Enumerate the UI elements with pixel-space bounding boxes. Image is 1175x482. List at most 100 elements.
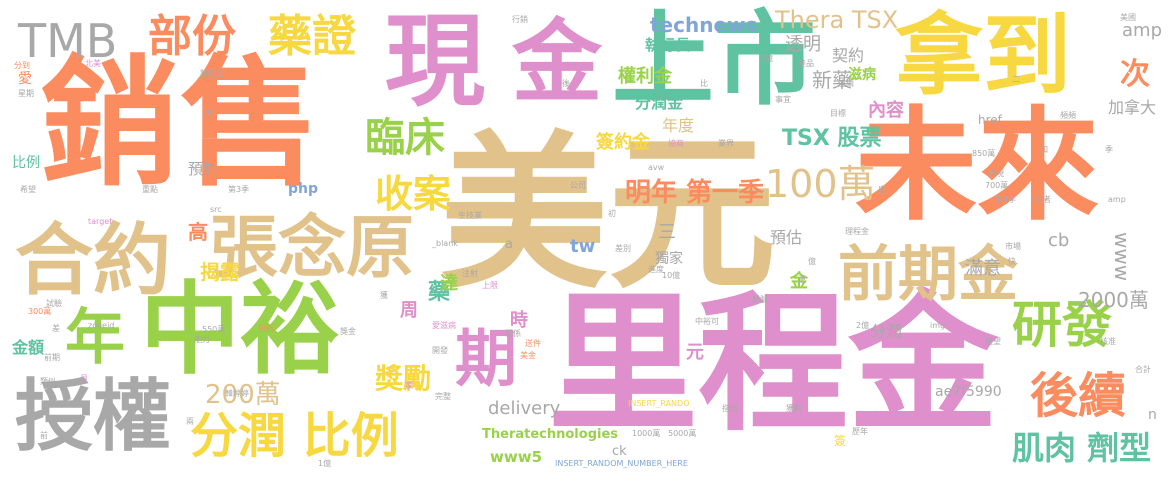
cloud-word: 重點 [142, 185, 158, 194]
cloud-word: 比例 [12, 155, 40, 171]
cloud-word: 家 [405, 381, 413, 390]
cloud-word: 獎勵金 [200, 69, 224, 78]
cloud-word: 事宜 [775, 95, 791, 104]
cloud-word: 包括 [258, 324, 274, 333]
cloud-word: 差別 [615, 244, 631, 253]
cloud-word: 700萬 [985, 181, 1009, 190]
cloud-word: 送件 [525, 339, 541, 348]
cloud-word: 分潤 比例 [190, 408, 399, 464]
cloud-word: zoneid [88, 321, 115, 330]
cloud-word: 連續 [838, 79, 854, 88]
cloud-word: 注射 [462, 269, 478, 278]
cloud-word: 公司 [570, 181, 586, 190]
cloud-word: 5000萬 [668, 429, 697, 438]
cloud-word: 新藥 [812, 68, 852, 92]
cloud-word: 獎金 [340, 327, 356, 336]
cloud-word: 獲 [380, 291, 388, 300]
cloud-word: target [88, 217, 113, 226]
cloud-word: 業界 [718, 139, 734, 148]
cloud-word: 加拿大 [1108, 98, 1157, 117]
cloud-word: 能力 [194, 335, 210, 344]
cloud-word: 周 [400, 300, 418, 321]
cloud-word: 簽 [834, 434, 847, 448]
cloud-word: 表現 [988, 169, 1004, 178]
cloud-word: avw [648, 163, 665, 172]
cloud-word: 上市 [612, 1, 816, 120]
cloud-word: 未來 [855, 95, 1099, 237]
cloud-word: 美元 [440, 116, 776, 312]
cloud-word: tw [570, 236, 596, 257]
cloud-word: 部份 [148, 11, 236, 62]
cloud-word: 滿意 [965, 258, 1001, 279]
cloud-word: 預計 [188, 160, 219, 178]
cloud-word: amp [1122, 20, 1162, 41]
cloud-word: _blank [432, 239, 458, 248]
cloud-word: 收案 [375, 172, 452, 216]
cloud-word: 元 [686, 342, 704, 363]
cloud-word: 後 [562, 79, 570, 88]
cloud-word: a [505, 237, 513, 252]
cloud-word: 4000萬 [1008, 121, 1037, 130]
cloud-word: 獎勵 [375, 362, 432, 395]
cloud-word: 指出 [722, 404, 738, 413]
cloud-word: 獲利 [786, 404, 802, 413]
cloud-word: 850萬 [972, 149, 996, 158]
cloud-word: 授權 [15, 372, 172, 462]
cloud-word: Thera TSX [775, 6, 899, 34]
cloud-word: 中裕 [140, 271, 340, 388]
cloud-word: TMB [18, 14, 118, 68]
cloud-word: 內容 [868, 100, 904, 121]
cloud-word: 中裕可 [695, 317, 719, 326]
cloud-word: Theratechnologies [482, 427, 619, 442]
cloud-word: 預估 [770, 228, 803, 247]
cloud-word: 協商 [668, 139, 684, 148]
cloud-word: 億 [808, 257, 816, 266]
cloud-word: INSERT_RANDO [628, 399, 690, 408]
cloud-word: 愛 [18, 71, 32, 87]
cloud-word: 2億 [856, 321, 870, 330]
cloud-word: 試驗 [46, 299, 62, 308]
cloud-word: 季 [1105, 145, 1113, 154]
cloud-word: 加 [1040, 145, 1048, 154]
cloud-word: 金額 [12, 338, 45, 357]
cloud-word: 第4季 [995, 195, 1017, 204]
cloud-word: 分潤金 [635, 93, 684, 112]
cloud-word: 張念原 [210, 209, 415, 288]
cloud-word: 1億 [318, 459, 332, 468]
cloud-word: 5億 [760, 54, 774, 63]
cloud-word: 研發 [1012, 296, 1112, 354]
cloud-word: 10億 [662, 271, 681, 280]
cloud-word: 理程金 [845, 227, 869, 236]
cloud-word: 頻頻 [1060, 111, 1076, 120]
cloud-word: 關係 [505, 329, 521, 338]
cloud-word: 上限 [482, 281, 498, 290]
cloud-word: 執行長 [645, 36, 691, 54]
cloud-word: 後續 [1030, 368, 1127, 424]
cloud-word: 分潤 [870, 322, 903, 341]
cloud-word: 分到 [14, 61, 30, 70]
cloud-word: 權利金 [618, 66, 672, 87]
cloud-word: 生技業 [458, 211, 482, 220]
cloud-word: 前期 [44, 353, 60, 362]
cloud-word: ck [612, 444, 627, 459]
cloud-word: 初 [608, 209, 616, 218]
cloud-word: 開發 [432, 346, 448, 355]
cloud-word: 外 [205, 109, 213, 118]
cloud-word: 韓婷婷 [225, 389, 249, 398]
cloud-word: 300萬 [28, 307, 52, 316]
cloud-word: 前 [40, 431, 48, 440]
cloud-word: 金 [790, 271, 808, 292]
cloud-word: amp [1108, 195, 1126, 204]
cloud-word: 達 [440, 273, 458, 294]
cloud-word: img [930, 321, 946, 330]
cloud-word: 更 [798, 275, 806, 284]
cloud-word: 月 [80, 374, 88, 383]
cloud-word: 靜脈 [752, 295, 768, 304]
cloud-word: TSX 股票 [782, 126, 882, 151]
cloud-word: www [1110, 232, 1134, 282]
cloud-word: 三 [658, 222, 676, 243]
cloud-word: 差 [52, 324, 60, 333]
cloud-word: 前期金 [838, 240, 1018, 310]
cloud-word: 進度 [648, 265, 664, 274]
